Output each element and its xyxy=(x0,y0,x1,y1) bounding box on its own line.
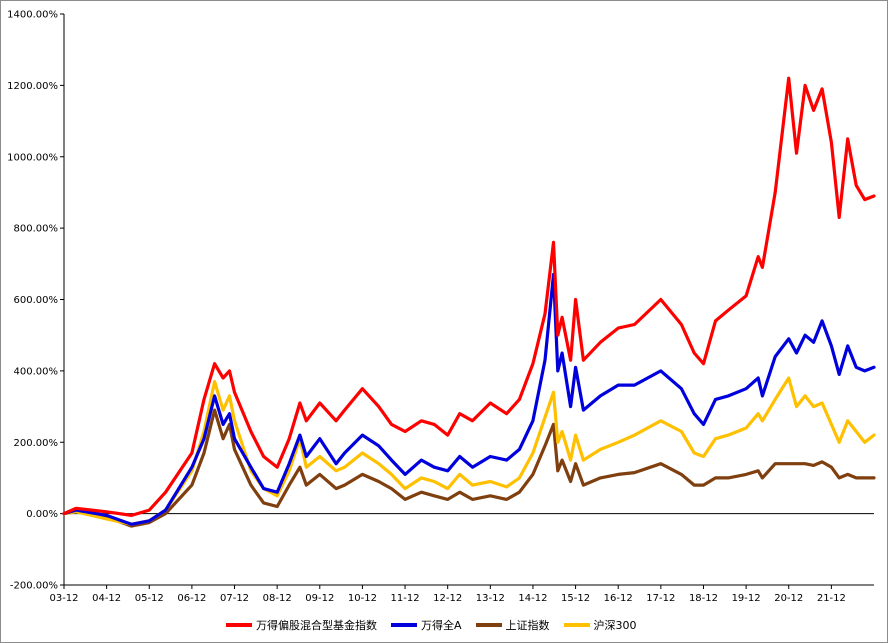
x-tick-label: 15-12 xyxy=(561,593,590,604)
x-tick-label: 06-12 xyxy=(177,593,206,604)
x-tick-label: 12-12 xyxy=(433,593,462,604)
x-tick-label: 05-12 xyxy=(135,593,164,604)
x-tick-label: 11-12 xyxy=(391,593,420,604)
x-tick-label: 04-12 xyxy=(92,593,121,604)
legend: 万得偏股混合型基金指数 万得全A 上证指数 沪深300 xyxy=(226,616,637,634)
legend-item-series-4: 沪深300 xyxy=(563,617,637,633)
x-axis: 03-12 04-12 05-12 06-12 07-12 08-12 09-12 10-12… xyxy=(49,513,874,604)
y-tick-label: -200.00% xyxy=(10,581,58,592)
x-tick-label: 16-12 xyxy=(604,593,633,604)
x-tick-label: 07-12 xyxy=(220,593,249,604)
y-tick-label: 1000.00% xyxy=(7,152,58,163)
x-tick-label: 14-12 xyxy=(518,593,547,604)
legend-label-series-1: 万得偏股混合型基金指数 xyxy=(256,619,377,632)
x-tick-label: 21-12 xyxy=(817,593,846,604)
x-tick-label: 20-12 xyxy=(774,593,803,604)
series-line-2 xyxy=(62,272,876,526)
legend-swatch-series-4 xyxy=(563,623,590,627)
y-tick-label: 600.00% xyxy=(14,295,59,306)
series-line-1 xyxy=(62,76,876,517)
series-line-3 xyxy=(62,408,876,528)
legend-item-series-1: 万得偏股混合型基金指数 xyxy=(226,617,377,633)
legend-swatch-series-1 xyxy=(226,623,252,627)
y-tick-label: 0.00% xyxy=(26,509,58,520)
series-line-4 xyxy=(62,376,876,526)
y-tick-label: 400.00% xyxy=(14,366,59,377)
y-tick-label: 800.00% xyxy=(14,224,59,235)
x-tick-label: 09-12 xyxy=(305,593,334,604)
x-tick-label: 19-12 xyxy=(732,593,761,604)
legend-swatch-series-3 xyxy=(475,623,502,627)
x-tick-label: 10-12 xyxy=(348,593,377,604)
legend-item-series-2: 万得全A xyxy=(391,617,462,633)
legend-swatch-series-2 xyxy=(391,623,417,627)
x-tick-label: 18-12 xyxy=(689,593,718,604)
x-tick-label: 13-12 xyxy=(476,593,505,604)
legend-item-series-3: 上证指数 xyxy=(475,617,550,633)
x-tick-label: 08-12 xyxy=(263,593,292,604)
legend-label-series-3: 上证指数 xyxy=(505,619,550,632)
series-lines xyxy=(62,76,876,528)
y-tick-label: 1400.00% xyxy=(7,10,58,21)
x-tick-label: 03-12 xyxy=(49,593,78,604)
x-tick-label: 17-12 xyxy=(646,593,675,604)
legend-label-series-2: 万得全A xyxy=(421,619,462,632)
legend-label-series-4: 沪深300 xyxy=(593,619,637,632)
y-axis: -200.00% 0.00% 200.00% 400.00% 600.00% 800.00… xyxy=(7,10,65,592)
y-tick-label: 1200.00% xyxy=(7,81,58,92)
y-tick-label: 200.00% xyxy=(14,438,59,449)
